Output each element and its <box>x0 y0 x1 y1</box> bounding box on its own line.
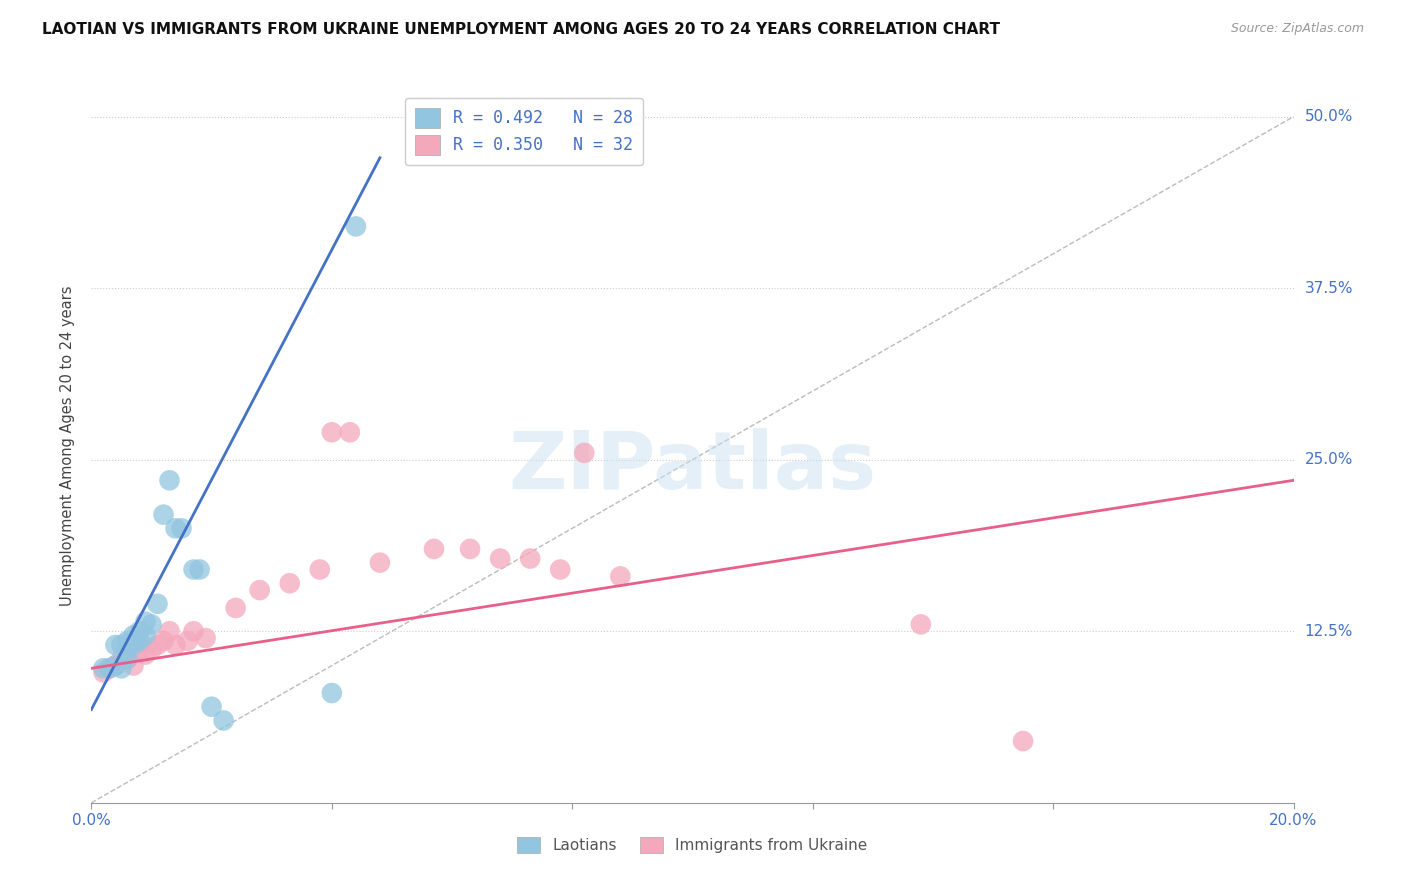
Point <box>128 633 150 648</box>
Point <box>458 541 481 556</box>
Point <box>122 628 145 642</box>
Text: Source: ZipAtlas.com: Source: ZipAtlas.com <box>1230 22 1364 36</box>
Point <box>134 615 156 629</box>
Point <box>165 638 187 652</box>
Legend: Laotians, Immigrants from Ukraine: Laotians, Immigrants from Ukraine <box>512 831 873 859</box>
Point <box>93 665 115 680</box>
Point <box>368 556 391 570</box>
Point <box>183 624 205 639</box>
Point <box>128 624 150 639</box>
Point <box>117 642 139 657</box>
Point <box>170 521 193 535</box>
Text: 37.5%: 37.5% <box>1305 281 1353 295</box>
Point <box>249 583 271 598</box>
Point <box>519 551 541 566</box>
Point <box>159 473 181 487</box>
Point <box>141 617 163 632</box>
Point <box>609 569 631 583</box>
Point <box>344 219 367 234</box>
Point <box>201 699 224 714</box>
Point <box>152 633 174 648</box>
Point <box>104 658 127 673</box>
Point <box>194 631 217 645</box>
Point <box>122 633 145 648</box>
Point <box>128 642 150 657</box>
Point <box>104 658 127 673</box>
Point <box>308 562 330 576</box>
Point <box>117 633 139 648</box>
Point <box>152 508 174 522</box>
Point <box>141 642 163 657</box>
Point <box>188 562 211 576</box>
Point <box>423 541 446 556</box>
Point <box>98 661 121 675</box>
Point <box>110 651 132 665</box>
Point <box>321 425 343 440</box>
Text: 50.0%: 50.0% <box>1305 109 1353 124</box>
Text: 12.5%: 12.5% <box>1305 624 1353 639</box>
Point <box>176 633 198 648</box>
Point <box>117 651 139 665</box>
Y-axis label: Unemployment Among Ages 20 to 24 years: Unemployment Among Ages 20 to 24 years <box>60 285 76 607</box>
Point <box>574 446 596 460</box>
Point <box>212 714 235 728</box>
Point <box>122 638 145 652</box>
Point <box>159 624 181 639</box>
Text: LAOTIAN VS IMMIGRANTS FROM UKRAINE UNEMPLOYMENT AMONG AGES 20 TO 24 YEARS CORREL: LAOTIAN VS IMMIGRANTS FROM UKRAINE UNEMP… <box>42 22 1000 37</box>
Point <box>134 628 156 642</box>
Point <box>98 661 121 675</box>
Point <box>146 597 169 611</box>
Point <box>225 601 247 615</box>
Point <box>910 617 932 632</box>
Point <box>93 661 115 675</box>
Point <box>339 425 361 440</box>
Point <box>183 562 205 576</box>
Point <box>321 686 343 700</box>
Point <box>165 521 187 535</box>
Text: 25.0%: 25.0% <box>1305 452 1353 467</box>
Point <box>489 551 512 566</box>
Point <box>146 638 169 652</box>
Text: ZIPatlas: ZIPatlas <box>509 428 876 507</box>
Point <box>110 638 132 652</box>
Point <box>1012 734 1035 748</box>
Point <box>110 661 132 675</box>
Point <box>104 638 127 652</box>
Point <box>278 576 301 591</box>
Point <box>117 651 139 665</box>
Point <box>548 562 571 576</box>
Point <box>122 658 145 673</box>
Point <box>134 648 156 662</box>
